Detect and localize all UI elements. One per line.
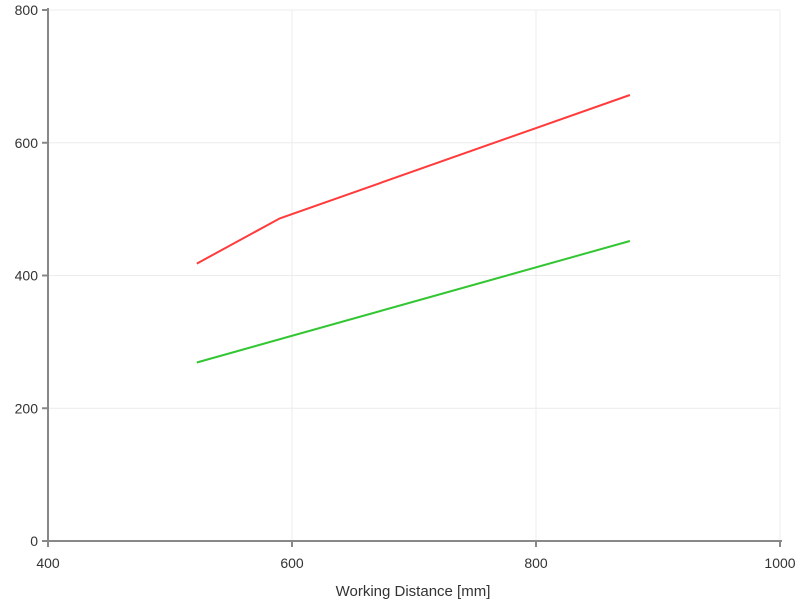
x-axis-title: Working Distance [mm]	[336, 583, 491, 600]
y-tick-label: 800	[15, 2, 39, 18]
x-tick-label: 800	[524, 555, 548, 571]
axes	[42, 8, 782, 547]
x-tick-label: 1000	[764, 555, 795, 571]
x-tick-label: 600	[280, 555, 304, 571]
series-line-1	[196, 94, 631, 265]
x-tick-label: 400	[36, 555, 60, 571]
series-layer	[196, 94, 631, 364]
grid	[48, 9, 781, 541]
tick-labels: 400 600 800 1000 0 200 400 600 800	[15, 2, 796, 571]
y-tick-label: 200	[15, 400, 39, 416]
y-tick-label: 0	[30, 533, 38, 549]
y-tick-label: 400	[15, 268, 39, 284]
y-tick-label: 600	[15, 135, 39, 151]
series-line-2	[196, 240, 631, 364]
